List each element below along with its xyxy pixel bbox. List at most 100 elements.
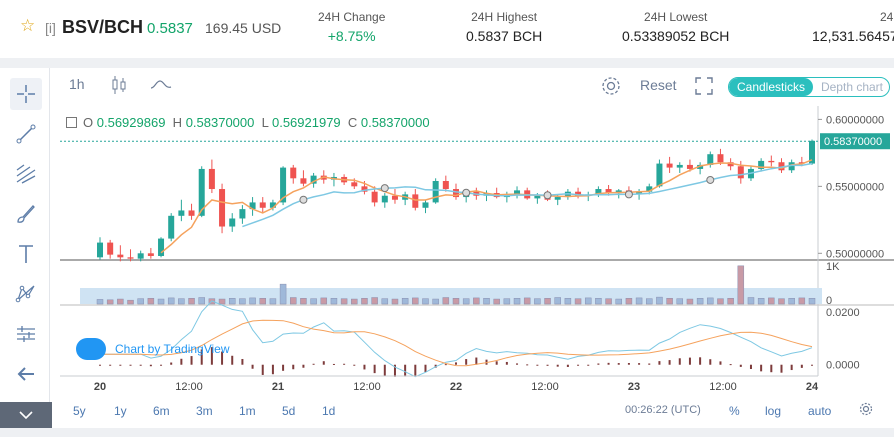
macd-histogram-bar	[271, 364, 274, 375]
range-1m[interactable]: 1m	[239, 404, 256, 418]
volume-bar	[788, 298, 795, 305]
candle-body	[656, 163, 663, 187]
price-chart[interactable]: 0.60000000 0.55000000 0.50000000 0.58370000…	[52, 106, 894, 398]
macd-histogram-bar	[739, 364, 742, 367]
candle-body	[778, 162, 785, 171]
range-1d[interactable]: 1d	[322, 404, 336, 418]
time-axis-label: 21	[272, 381, 284, 393]
interval-button[interactable]: 1h	[69, 76, 85, 92]
macd-histogram-bar	[546, 364, 549, 366]
macd-histogram-bar	[261, 364, 264, 375]
stat-value: +8.75%	[327, 28, 376, 44]
volume-bar	[249, 297, 256, 305]
volume-bar	[523, 297, 531, 305]
candle-body	[117, 254, 124, 258]
volume-bar	[462, 298, 470, 305]
macd-histogram-bar	[180, 358, 183, 365]
indicators-icon[interactable]	[150, 78, 172, 95]
auto-scale-button[interactable]: auto	[808, 404, 832, 418]
fullscreen-icon[interactable]	[695, 77, 713, 98]
collapse-toolbar-button[interactable]	[0, 402, 52, 428]
volume-bar	[106, 299, 114, 305]
volume-bar	[340, 298, 348, 305]
trend-line-icon[interactable]	[10, 118, 42, 150]
volume-bar	[605, 298, 612, 305]
volume-bar	[157, 298, 165, 305]
macd-histogram-bar	[139, 364, 142, 366]
fib-tool-icon[interactable]	[10, 158, 42, 190]
stat-value: 0.53389052 BCH	[622, 28, 730, 44]
macd-histogram-bar	[699, 357, 702, 365]
macd-histogram-bar	[149, 364, 152, 367]
drawing-toolbar	[0, 68, 50, 437]
candle-body	[97, 242, 103, 258]
macd-histogram-bar	[688, 357, 691, 365]
volume-bar	[391, 298, 399, 305]
brush-icon[interactable]	[10, 198, 42, 230]
macd-histogram-bar	[210, 347, 213, 365]
volume-bar	[503, 298, 511, 305]
candle-body	[595, 189, 602, 195]
candle-body	[208, 168, 215, 190]
last-price-label: 0.58370000	[824, 136, 882, 148]
volume-bar	[564, 298, 572, 305]
candle-body	[737, 166, 744, 179]
crosshair-icon[interactable]	[10, 78, 42, 110]
range-3m[interactable]: 3m	[196, 404, 213, 418]
depth-chart-tab[interactable]: Depth chart	[820, 80, 884, 94]
macd-histogram-bar	[383, 364, 386, 376]
settings-gear-icon[interactable]	[600, 75, 622, 100]
log-scale-button[interactable]: log	[765, 404, 782, 418]
volume-bar	[717, 298, 724, 305]
macd-histogram-bar	[332, 363, 335, 365]
legend-toggle-icon[interactable]	[66, 117, 77, 128]
price-axis-label: 0.55000000	[826, 181, 884, 193]
text-tool-icon[interactable]	[10, 238, 42, 270]
stat-value: 12,531.56457	[812, 28, 894, 44]
candle-body	[432, 180, 439, 203]
time-axis-label: 24	[806, 381, 819, 393]
range-1y[interactable]: 1y	[114, 404, 127, 418]
macd-histogram-bar	[414, 364, 417, 377]
candle-body	[158, 238, 165, 256]
measure-tool-icon[interactable]	[10, 318, 42, 350]
utc-clock[interactable]: 00:26:22 (UTC)	[625, 404, 701, 416]
candle-style-icon[interactable]	[112, 75, 126, 98]
volume-bar	[595, 298, 602, 305]
last-price: 0.5837	[147, 20, 193, 37]
volume-bar	[544, 298, 551, 305]
candle-body	[575, 191, 582, 196]
macd-histogram-bar	[424, 364, 427, 373]
favorite-star-icon[interactable]: ☆	[20, 16, 36, 35]
candle-body	[280, 167, 287, 203]
tradingview-watermark[interactable]: Chart by TradingView	[115, 342, 230, 356]
time-axis-label: 12:00	[353, 381, 381, 393]
range-5d[interactable]: 5d	[282, 404, 296, 418]
range-6m[interactable]: 6m	[153, 404, 170, 418]
volume-bar	[300, 298, 307, 305]
volume-bar	[351, 298, 358, 305]
volume-bar	[442, 297, 450, 305]
back-arrow-icon[interactable]	[10, 358, 42, 390]
volume-bar	[737, 265, 745, 305]
range-5y[interactable]: 5y	[73, 404, 86, 418]
percent-scale-button[interactable]: %	[729, 404, 740, 418]
event-marker-icon	[380, 184, 389, 193]
candle-body	[666, 163, 673, 168]
volume-bar	[656, 296, 663, 305]
open-key: O	[83, 115, 94, 130]
volume-bar	[615, 298, 622, 305]
close-value: 0.58370000	[360, 115, 430, 130]
tradingview-logo-icon[interactable]	[76, 338, 106, 360]
candlesticks-tab[interactable]: Candlesticks	[729, 78, 813, 96]
macd-histogram-bar	[556, 364, 559, 367]
usd-price: 169.45 USD	[205, 20, 282, 36]
macd-histogram-bar	[292, 364, 295, 370]
reset-button[interactable]: Reset	[640, 77, 677, 93]
pattern-tool-icon[interactable]	[10, 278, 42, 310]
volume-bar	[727, 298, 734, 305]
chart-settings-gear-icon[interactable]	[859, 402, 873, 419]
volume-bar	[320, 297, 328, 305]
stat-label: 24H Change	[318, 10, 386, 24]
macd-histogram-bar	[790, 364, 793, 371]
